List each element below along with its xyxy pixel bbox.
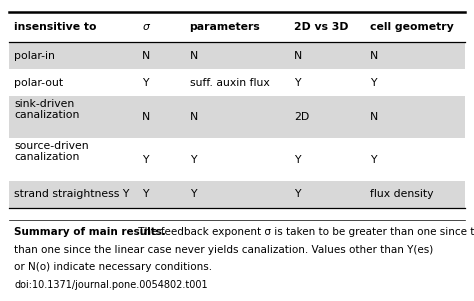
Text: Y: Y (142, 78, 149, 88)
Text: sink-driven
canalization: sink-driven canalization (14, 99, 80, 120)
Text: σ: σ (142, 22, 149, 32)
Text: N: N (294, 51, 302, 61)
Text: polar-in: polar-in (14, 51, 55, 61)
Text: N: N (370, 51, 378, 61)
Text: N: N (142, 112, 150, 123)
Text: 2D: 2D (294, 112, 309, 123)
Text: Y: Y (294, 189, 301, 199)
Text: cell geometry: cell geometry (370, 22, 454, 32)
Text: polar-out: polar-out (14, 78, 64, 88)
Text: N: N (190, 112, 198, 123)
Text: The feedback exponent σ is taken to be greater than one since the linear case ne: The feedback exponent σ is taken to be g… (135, 227, 474, 237)
Text: Y: Y (190, 189, 196, 199)
Text: parameters: parameters (190, 22, 260, 32)
Bar (9, 181, 465, 208)
Text: Y: Y (190, 154, 196, 165)
Text: Y: Y (142, 154, 149, 165)
Bar (9, 42, 465, 69)
Text: doi:10.1371/journal.pone.0054802.t001: doi:10.1371/journal.pone.0054802.t001 (14, 280, 208, 290)
Text: insensitive to: insensitive to (14, 22, 97, 32)
Text: flux density: flux density (370, 189, 433, 199)
Text: suff. auxin flux: suff. auxin flux (190, 78, 269, 88)
Text: Y: Y (294, 154, 301, 165)
Bar (9, 96, 465, 138)
Text: strand straightness Y: strand straightness Y (14, 189, 129, 199)
Text: or N(o) indicate necessary conditions.: or N(o) indicate necessary conditions. (14, 262, 212, 272)
Text: N: N (190, 51, 198, 61)
Text: Y: Y (370, 78, 376, 88)
Text: N: N (370, 112, 378, 123)
Text: Y: Y (294, 78, 301, 88)
Text: source-driven
canalization: source-driven canalization (14, 141, 89, 163)
Text: N: N (142, 51, 150, 61)
Text: Y: Y (370, 154, 376, 165)
Text: than one since the linear case never yields canalization. Values other than Y(es: than one since the linear case never yie… (14, 245, 433, 255)
Text: Y: Y (142, 189, 149, 199)
Text: Summary of main results.: Summary of main results. (14, 227, 166, 237)
Text: 2D vs 3D: 2D vs 3D (294, 22, 348, 32)
